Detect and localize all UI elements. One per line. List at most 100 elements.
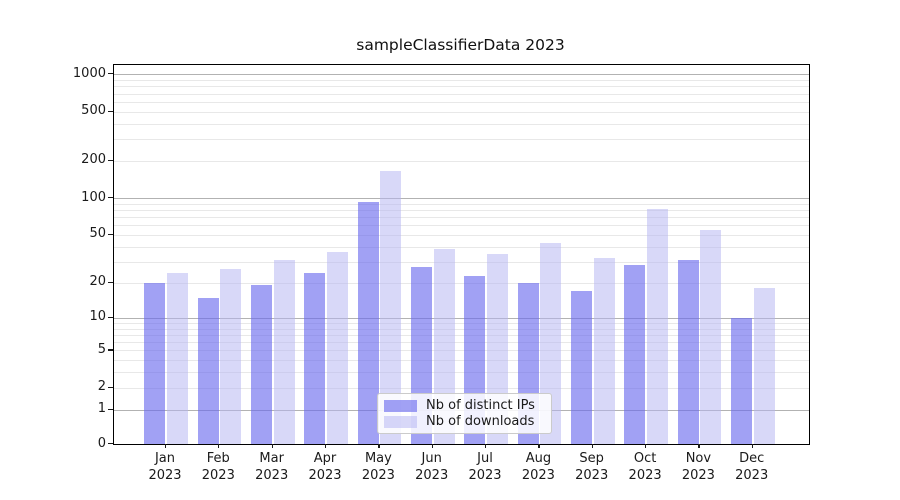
bar-downloads-Oct bbox=[647, 209, 669, 444]
legend-swatch-distinct-ips bbox=[384, 399, 417, 412]
y-tick-label-0: 0 bbox=[97, 435, 106, 451]
x-tick-label-Jun: Jun 2023 bbox=[402, 451, 462, 484]
y-tick-mark-20 bbox=[108, 281, 113, 283]
legend-item-downloads: Nb of downloads bbox=[384, 414, 544, 429]
bar-distinct-ips-Oct bbox=[624, 265, 646, 444]
x-tick-label-Jan: Jan 2023 bbox=[135, 451, 195, 484]
x-tick-month: Dec bbox=[739, 451, 765, 466]
x-tick-mark-Aug bbox=[538, 443, 540, 448]
gridline-minor-600 bbox=[114, 101, 809, 103]
legend: Nb of distinct IPs Nb of downloads bbox=[377, 393, 552, 434]
bar-distinct-ips-Jan bbox=[144, 282, 166, 444]
x-tick-year: 2023 bbox=[415, 467, 449, 483]
chart-title: sampleClassifierData 2023 bbox=[356, 36, 565, 54]
x-tick-mark-Oct bbox=[645, 443, 647, 448]
x-tick-mark-Jun bbox=[431, 443, 433, 448]
legend-item-distinct-ips: Nb of distinct IPs bbox=[384, 398, 544, 413]
bar-downloads-Dec bbox=[753, 288, 775, 444]
gridline-minor-4 bbox=[114, 360, 809, 362]
gridline-major-10 bbox=[114, 317, 809, 319]
plot-area bbox=[113, 64, 810, 445]
x-tick-year: 2023 bbox=[735, 467, 769, 483]
bar-downloads-Sep bbox=[593, 258, 615, 444]
x-tick-label-Apr: Apr 2023 bbox=[295, 451, 355, 484]
gridline-minor-8 bbox=[114, 328, 809, 330]
x-tick-mark-Sep bbox=[591, 443, 593, 448]
x-tick-label-Feb: Feb 2023 bbox=[188, 451, 248, 484]
bar-distinct-ips-Apr bbox=[304, 273, 326, 444]
x-tick-label-May: May 2023 bbox=[348, 451, 408, 484]
bar-distinct-ips-Mar bbox=[250, 285, 272, 444]
y-tick-label-1: 1 bbox=[97, 401, 106, 417]
gridline-minor-60 bbox=[114, 225, 809, 227]
x-tick-month: Jun bbox=[421, 451, 442, 466]
x-tick-mark-Apr bbox=[325, 443, 327, 448]
gridline-minor-7 bbox=[114, 334, 809, 336]
y-tick-mark-0 bbox=[108, 443, 113, 445]
y-tick-mark-1000 bbox=[108, 73, 113, 75]
x-tick-year: 2023 bbox=[628, 467, 662, 483]
y-tick-mark-2 bbox=[108, 386, 113, 388]
x-tick-month: Sep bbox=[579, 451, 604, 466]
gridline-minor-2 bbox=[114, 387, 809, 389]
bar-distinct-ips-Dec bbox=[730, 317, 752, 444]
legend-label-downloads: Nb of downloads bbox=[426, 414, 535, 429]
gridline-minor-400 bbox=[114, 123, 809, 125]
x-tick-label-Dec: Dec 2023 bbox=[722, 451, 782, 484]
x-tick-mark-Dec bbox=[751, 443, 753, 448]
bar-downloads-Jan bbox=[167, 273, 188, 444]
x-tick-year: 2023 bbox=[148, 467, 182, 483]
gridline-minor-5 bbox=[114, 350, 809, 352]
y-tick-mark-500 bbox=[108, 110, 113, 112]
x-tick-year: 2023 bbox=[255, 467, 289, 483]
gridline-minor-6 bbox=[114, 342, 809, 344]
y-tick-label-5: 5 bbox=[97, 341, 106, 357]
x-tick-mark-Mar bbox=[271, 443, 273, 448]
x-tick-year: 2023 bbox=[361, 467, 395, 483]
y-tick-label-50: 50 bbox=[89, 226, 106, 242]
gridline-minor-900 bbox=[114, 80, 809, 81]
gridline-minor-200 bbox=[114, 160, 809, 162]
x-tick-month: May bbox=[364, 451, 392, 466]
legend-label-distinct-ips: Nb of distinct IPs bbox=[426, 398, 535, 413]
gridline-minor-3 bbox=[114, 372, 809, 374]
gridline-minor-700 bbox=[114, 93, 809, 95]
x-tick-year: 2023 bbox=[468, 467, 502, 483]
gridline-minor-40 bbox=[114, 246, 809, 248]
x-tick-month: Oct bbox=[633, 451, 657, 466]
x-tick-month: Mar bbox=[259, 451, 284, 466]
gridline-major-100 bbox=[114, 198, 809, 200]
x-tick-year: 2023 bbox=[308, 467, 342, 483]
y-tick-label-100: 100 bbox=[81, 189, 106, 205]
x-tick-label-Oct: Oct 2023 bbox=[615, 451, 675, 484]
gridline-minor-800 bbox=[114, 86, 809, 88]
gridline-minor-70 bbox=[114, 217, 809, 219]
bar-downloads-May bbox=[380, 170, 402, 444]
y-tick-mark-10 bbox=[108, 316, 113, 318]
x-tick-month: Jul bbox=[477, 451, 493, 466]
x-tick-year: 2023 bbox=[201, 467, 235, 483]
x-tick-mark-Feb bbox=[218, 443, 220, 448]
bar-distinct-ips-Feb bbox=[197, 297, 219, 444]
y-tick-mark-5 bbox=[108, 349, 113, 351]
x-tick-month: Apr bbox=[313, 451, 337, 466]
x-tick-month: Jan bbox=[154, 451, 176, 466]
x-tick-month: Aug bbox=[525, 451, 552, 466]
x-tick-year: 2023 bbox=[681, 467, 715, 483]
gridline-minor-30 bbox=[114, 261, 809, 263]
gridline-major-1000 bbox=[114, 74, 809, 76]
bar-distinct-ips-Nov bbox=[677, 260, 699, 444]
legend-swatch-downloads bbox=[384, 415, 417, 428]
gridline-minor-20 bbox=[114, 282, 809, 284]
x-tick-month: Feb bbox=[206, 451, 230, 466]
y-tick-label-200: 200 bbox=[81, 152, 106, 168]
bar-downloads-Apr bbox=[327, 252, 348, 444]
y-tick-label-2: 2 bbox=[97, 379, 106, 395]
x-tick-mark-Nov bbox=[698, 443, 700, 448]
gridline-minor-300 bbox=[114, 139, 809, 141]
y-tick-mark-100 bbox=[108, 197, 113, 199]
gridline-minor-9 bbox=[114, 322, 809, 324]
gridline-minor-90 bbox=[114, 203, 809, 205]
x-tick-label-Aug: Aug 2023 bbox=[508, 451, 568, 484]
x-tick-month: Nov bbox=[685, 451, 712, 466]
